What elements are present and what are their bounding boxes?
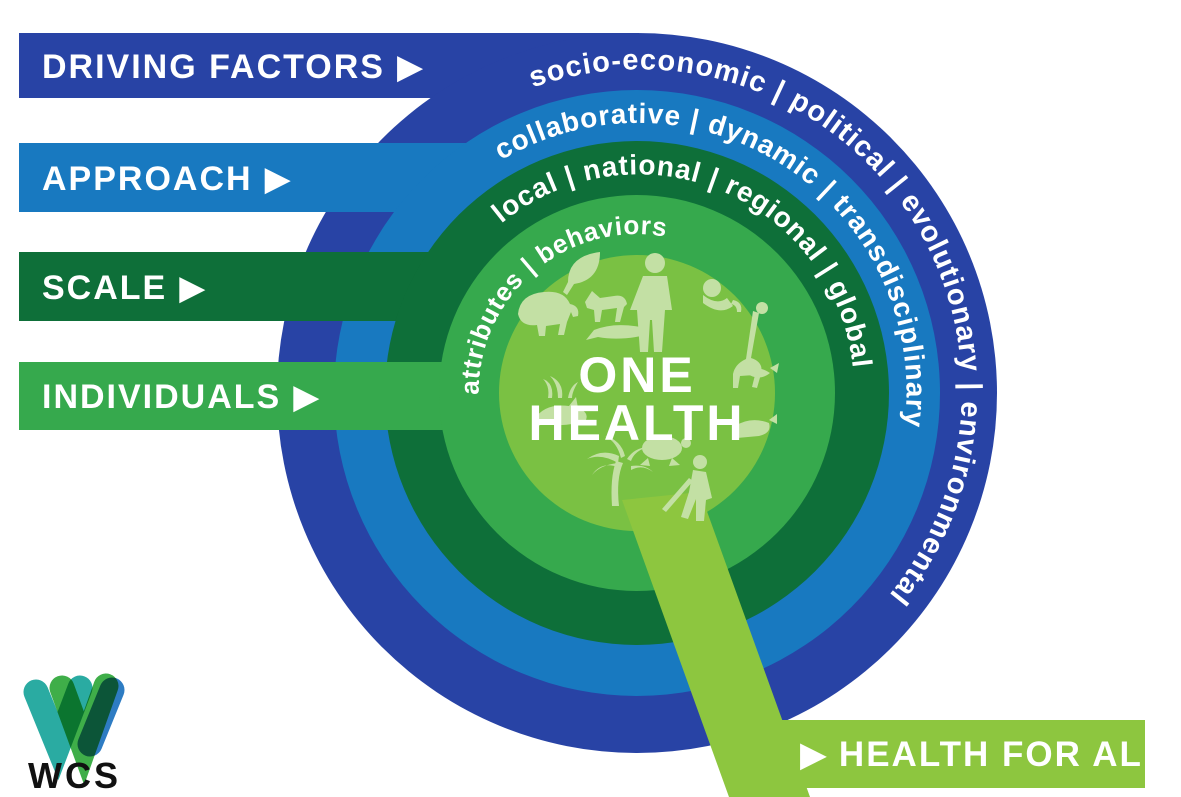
arrow-right-icon: ▶: [800, 735, 829, 774]
driving-factors-label: DRIVING FACTORS ▶: [42, 48, 425, 86]
turtle-icon: [640, 436, 691, 466]
whale-icon: [733, 414, 777, 438]
fish-icon: [746, 363, 779, 378]
scale-label: SCALE ▶: [42, 269, 207, 307]
health-for-all-ribbon: [622, 492, 810, 797]
farmer-icon: [662, 455, 712, 521]
one-health-title-line2: HEALTH: [528, 395, 745, 451]
arrow-right-icon: ▶: [397, 48, 425, 86]
wcs-logo: [23, 673, 125, 785]
arrow-right-icon: ▶: [179, 269, 207, 307]
arrow-right-icon: ▶: [293, 378, 321, 416]
crocodile-icon: [586, 325, 647, 340]
elephant-icon: [518, 291, 579, 336]
arrow-right-icon: ▶: [265, 160, 293, 198]
approach-label: APPROACH ▶: [42, 160, 293, 198]
individuals-label: INDIVIDUALS ▶: [42, 378, 321, 416]
one-health-title-line1: ONE: [578, 347, 695, 403]
wolf-icon: [585, 291, 627, 322]
dolphin-icon: [534, 397, 587, 429]
health-for-all-bar: [770, 720, 1145, 788]
center-silhouettes: [518, 252, 779, 521]
health-for-all-label: ▶ HEALTH FOR ALL: [800, 735, 1166, 774]
palm-tree-icon: [587, 436, 653, 506]
grass-icon: [543, 376, 578, 398]
leaf-icon: [563, 252, 600, 295]
giraffe-icon: [733, 302, 768, 388]
wcs-logo-green-v: [49, 673, 119, 785]
wcs-logo-text: WCS: [28, 755, 121, 796]
monkey-icon: [703, 279, 742, 312]
